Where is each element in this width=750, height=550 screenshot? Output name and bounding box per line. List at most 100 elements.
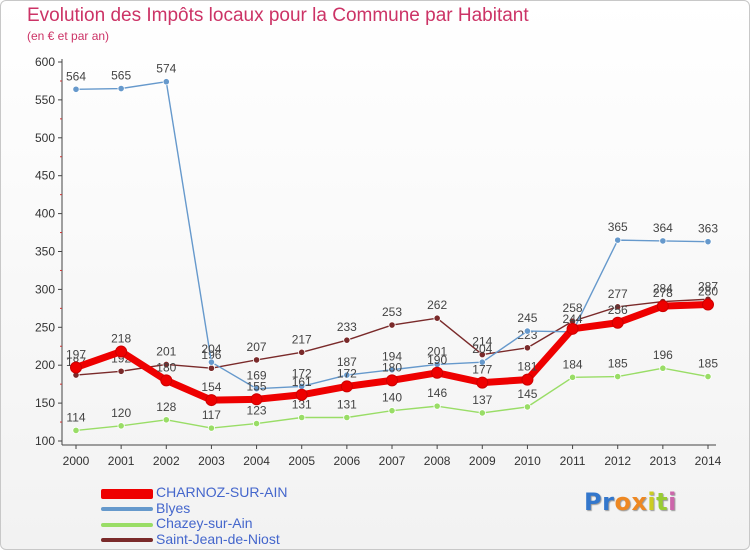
logo-letter: t [656,488,669,516]
legend-swatch-blyes [101,507,153,512]
y-tick-label: 550 [35,93,55,107]
data-label: 364 [653,221,673,235]
y-tick-label: 600 [35,55,55,69]
y-tick-label: 250 [35,320,55,334]
y-tick-label: 500 [35,131,55,145]
data-label: 244 [563,312,583,326]
data-label: 180 [382,360,402,374]
data-label: 131 [292,398,312,412]
data-label: 184 [563,357,583,371]
data-point [340,380,353,393]
data-label: 287 [698,279,718,293]
x-tick-label: 2008 [424,454,451,468]
data-label: 172 [337,366,357,380]
data-point [521,373,534,386]
legend-label: Chazey-sur-Ain [156,515,253,531]
data-point [433,402,441,410]
data-label: 128 [156,400,176,414]
data-label: 146 [427,386,447,400]
data-label: 117 [202,408,221,422]
data-point [566,322,579,335]
data-label: 218 [111,332,131,346]
data-point [162,360,170,369]
data-label: 123 [247,404,267,418]
data-label: 217 [292,332,312,346]
data-point [388,407,396,415]
data-point [478,358,486,366]
logo-letter: i [668,488,677,516]
proxiti-logo: Proxiti [584,488,677,516]
x-tick-label: 2002 [153,454,180,468]
y-tick-label: 400 [35,207,55,221]
data-label: 177 [472,363,492,377]
chart-subtitle: (en € et par an) [27,29,110,43]
data-point [704,372,712,381]
data-point [656,300,669,313]
data-point [72,426,80,434]
data-point [523,327,532,335]
data-point [250,393,263,406]
data-label: 185 [698,357,718,371]
data-label: 204 [201,342,221,356]
data-point [252,385,261,393]
data-point [252,356,261,364]
legend-swatch-chazey [101,522,153,527]
x-tick-label: 2013 [650,454,677,468]
x-tick-label: 2006 [334,454,361,468]
data-label: 137 [472,393,492,407]
data-point [115,345,128,358]
y-tick-label: 450 [35,169,55,183]
data-point [433,314,441,322]
legend-swatch-charnoz [101,488,153,499]
data-point [704,238,712,246]
data-point [117,84,125,93]
data-label: 140 [382,391,402,405]
data-label: 169 [247,369,267,383]
logo-letter: P [584,488,603,516]
data-point [205,394,218,407]
data-label: 172 [292,366,312,380]
logo-letter: i [647,488,657,516]
data-label: 258 [563,301,583,315]
data-label: 214 [472,335,492,349]
data-point [431,366,444,379]
data-label: 363 [698,222,718,236]
data-label: 245 [517,311,537,325]
data-point [298,413,306,422]
data-label: 201 [427,344,447,358]
data-label: 277 [608,287,628,301]
data-point [295,388,308,401]
data-point [160,374,173,387]
data-label: 155 [247,379,267,393]
logo-letter: x [631,488,648,516]
data-label: 190 [427,353,447,367]
y-tick-label: 300 [35,282,55,296]
x-tick-label: 2009 [469,454,496,468]
data-point [476,376,489,389]
data-point [614,236,622,244]
data-label: 181 [517,360,537,374]
x-tick-label: 2010 [514,454,541,468]
legend-label: Saint-Jean-de-Niost [156,530,280,547]
data-point [702,298,714,311]
data-point [117,367,125,375]
data-label: 154 [201,380,221,394]
data-point [343,371,351,379]
data-point [207,358,216,366]
data-point [478,409,486,417]
x-tick-label: 2000 [63,454,90,468]
data-label: 197 [66,347,86,361]
data-point [252,419,261,428]
x-tick-label: 2014 [695,454,722,468]
x-tick-label: 2004 [243,454,270,468]
data-point [162,416,170,424]
data-point [162,78,170,86]
data-label: 187 [337,355,357,369]
data-label: 256 [608,303,628,317]
data-label: 565 [111,69,131,83]
data-label: 280 [698,285,718,299]
data-label: 574 [156,62,176,76]
y-tick-label: 350 [35,245,55,259]
data-point [388,366,396,374]
